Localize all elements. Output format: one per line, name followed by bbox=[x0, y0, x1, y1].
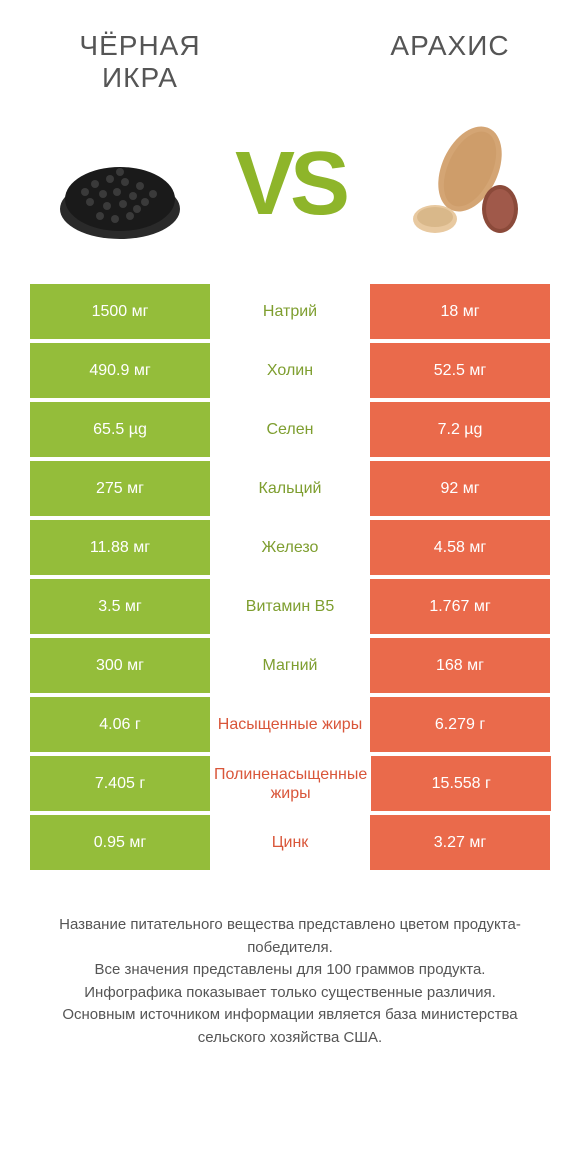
footnote-line: Основным источником информации является … bbox=[30, 1004, 550, 1049]
value-right: 4.58 мг bbox=[370, 520, 550, 575]
table-row: 11.88 мгЖелезо4.58 мг bbox=[30, 520, 550, 575]
value-left: 7.405 г bbox=[30, 756, 210, 811]
table-row: 1500 мгНатрий18 мг bbox=[30, 284, 550, 339]
product-left-title: ЧЁРНАЯ ИКРА bbox=[40, 30, 240, 94]
value-left: 1500 мг bbox=[30, 284, 210, 339]
nutrient-label: Насыщенные жиры bbox=[210, 697, 370, 752]
value-right: 1.767 мг bbox=[370, 579, 550, 634]
value-right: 3.27 мг bbox=[370, 815, 550, 870]
value-right: 18 мг bbox=[370, 284, 550, 339]
images-row: VS bbox=[0, 94, 580, 284]
table-row: 300 мгМагний168 мг bbox=[30, 638, 550, 693]
product-right-title: АРАХИС bbox=[360, 30, 540, 62]
value-right: 168 мг bbox=[370, 638, 550, 693]
footnote-line: Название питательного вещества представл… bbox=[30, 914, 550, 959]
table-row: 7.405 гПолиненасыщенные жиры15.558 г bbox=[30, 756, 550, 811]
value-left: 4.06 г bbox=[30, 697, 210, 752]
nutrient-label: Железо bbox=[210, 520, 370, 575]
value-left: 3.5 мг bbox=[30, 579, 210, 634]
nutrient-label: Витамин B5 bbox=[210, 579, 370, 634]
value-left: 275 мг bbox=[30, 461, 210, 516]
footnote-line: Все значения представлены для 100 граммо… bbox=[30, 959, 550, 982]
table-row: 0.95 мгЦинк3.27 мг bbox=[30, 815, 550, 870]
product-right-image bbox=[380, 114, 540, 254]
value-right: 92 мг bbox=[370, 461, 550, 516]
table-row: 3.5 мгВитамин B51.767 мг bbox=[30, 579, 550, 634]
value-left: 300 мг bbox=[30, 638, 210, 693]
value-left: 0.95 мг bbox=[30, 815, 210, 870]
header: ЧЁРНАЯ ИКРА АРАХИС bbox=[0, 0, 580, 94]
value-left: 11.88 мг bbox=[30, 520, 210, 575]
nutrient-label: Магний bbox=[210, 638, 370, 693]
value-left: 65.5 µg bbox=[30, 402, 210, 457]
product-left-image bbox=[40, 114, 200, 254]
value-right: 15.558 г bbox=[371, 756, 551, 811]
value-right: 7.2 µg bbox=[370, 402, 550, 457]
table-row: 490.9 мгХолин52.5 мг bbox=[30, 343, 550, 398]
value-right: 6.279 г bbox=[370, 697, 550, 752]
nutrient-label: Натрий bbox=[210, 284, 370, 339]
value-left: 490.9 мг bbox=[30, 343, 210, 398]
vs-label: VS bbox=[235, 133, 345, 236]
table-row: 4.06 гНасыщенные жиры6.279 г bbox=[30, 697, 550, 752]
nutrient-label: Кальций bbox=[210, 461, 370, 516]
value-right: 52.5 мг bbox=[370, 343, 550, 398]
footnote-line: Инфографика показывает только существенн… bbox=[30, 982, 550, 1005]
footnote: Название питательного вещества представл… bbox=[0, 874, 580, 1049]
nutrient-label: Холин bbox=[210, 343, 370, 398]
table-row: 275 мгКальций92 мг bbox=[30, 461, 550, 516]
nutrient-label: Селен bbox=[210, 402, 370, 457]
nutrient-label: Полиненасыщенные жиры bbox=[210, 756, 371, 811]
table-row: 65.5 µgСелен7.2 µg bbox=[30, 402, 550, 457]
comparison-table: 1500 мгНатрий18 мг490.9 мгХолин52.5 мг65… bbox=[0, 284, 580, 870]
nutrient-label: Цинк bbox=[210, 815, 370, 870]
